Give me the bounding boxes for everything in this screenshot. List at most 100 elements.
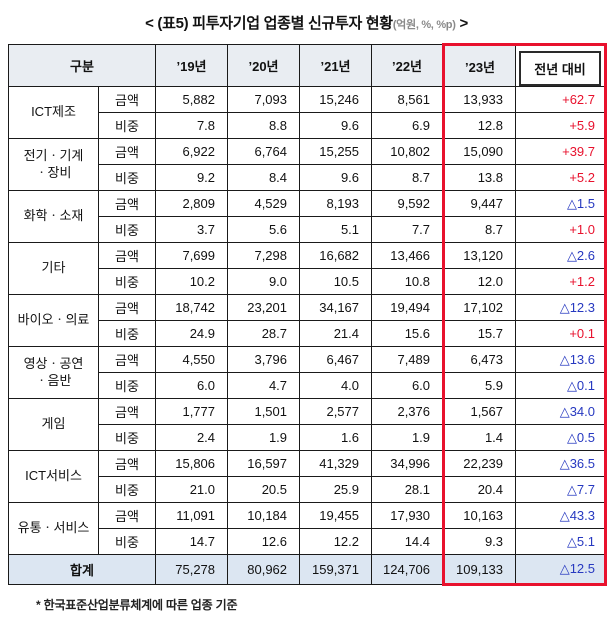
value-cell: 7.7 — [371, 216, 445, 243]
total-value-cell: 75,278 — [155, 554, 229, 585]
industry-name: 유통ㆍ서비스 — [8, 502, 99, 555]
value-cell: 12.2 — [299, 528, 373, 555]
data-row: 영상ㆍ공연 ㆍ음반 금액 4,550 3,796 6,467 7,489 6,473 △13.… — [8, 346, 608, 399]
value-cell: 24.9 — [155, 320, 229, 347]
value-cell: 6.0 — [371, 372, 445, 399]
footnote: * 한국표준산업분류체계에 따른 업종 기준 — [36, 598, 238, 612]
header-row: 구분 ’19년 ’20년 ’21년 ’22년 ’23년 전년 대비 — [7, 43, 608, 87]
value-cell: 5.1 — [299, 216, 373, 243]
metric-label: 비중 — [97, 528, 157, 555]
industry-name: 기타 — [8, 242, 99, 295]
yoy-value: △43.3 — [515, 502, 608, 529]
value-cell: 6.9 — [371, 112, 445, 139]
value-cell: 1,501 — [227, 398, 301, 425]
metric-label: 비중 — [97, 320, 157, 347]
industry-name: 바이오ㆍ의료 — [8, 294, 99, 347]
col-header-year-21: ’21년 — [299, 44, 373, 87]
total-value-cell: 159,371 — [299, 554, 373, 585]
yoy-value: △0.5 — [515, 424, 608, 451]
value-cell: 7,093 — [227, 86, 301, 113]
value-cell: 9.6 — [299, 112, 373, 139]
industry-name: ICT제조 — [8, 86, 99, 139]
total-value-cell: 109,133 — [442, 554, 517, 586]
value-cell: 1.6 — [299, 424, 373, 451]
value-cell: 9,447 — [442, 190, 517, 217]
yoy-value: +39.7 — [515, 138, 608, 165]
value-cell: 7,298 — [227, 242, 301, 269]
value-cell: 5.6 — [227, 216, 301, 243]
data-row: 비중 24.9 28.7 21.4 15.6 15.7 +0.1 — [9, 320, 608, 347]
value-cell: 1,777 — [155, 398, 229, 425]
value-cell: 5,882 — [155, 86, 229, 113]
value-cell: 7,489 — [371, 346, 445, 373]
value-cell: 10,163 — [442, 502, 517, 529]
value-cell: 16,682 — [299, 242, 373, 269]
page: < (표5) 피투자기업 업종별 신규투자 현황(억원, %, %p) > 구분… — [7, 12, 608, 612]
value-cell: 7,699 — [155, 242, 229, 269]
data-row: 비중 7.8 8.8 9.6 6.9 12.8 +5.9 — [9, 112, 608, 139]
table-body: ICT제조 금액 5,882 7,093 15,246 8,561 13,933 +62.7 비… — [7, 86, 608, 586]
value-cell: 8.7 — [371, 164, 445, 191]
value-cell: 4,550 — [155, 346, 229, 373]
value-cell: 9.3 — [442, 528, 517, 555]
value-cell: 1.9 — [371, 424, 445, 451]
value-cell: 5.9 — [442, 372, 517, 399]
industry-name: 영상ㆍ공연 ㆍ음반 — [8, 346, 99, 399]
yoy-value: △7.7 — [515, 476, 608, 503]
value-cell: 8,193 — [299, 190, 373, 217]
yoy-value: △12.3 — [515, 294, 608, 321]
value-cell: 12.0 — [442, 268, 517, 295]
metric-label: 금액 — [97, 502, 157, 529]
yoy-value: △1.5 — [515, 190, 608, 217]
value-cell: 1.9 — [227, 424, 301, 451]
metric-label: 금액 — [97, 346, 157, 373]
data-row: ICT서비스 금액 15,806 16,597 41,329 34,996 22,239 △3… — [8, 450, 608, 503]
yoy-value: +62.7 — [515, 86, 608, 113]
yoy-value: +0.1 — [515, 320, 608, 347]
industry-name: 게임 — [8, 398, 99, 451]
title-unit: (억원, %, %p) — [392, 19, 456, 31]
value-cell: 9.0 — [227, 268, 301, 295]
table-title: < (표5) 피투자기업 업종별 신규투자 현황(억원, %, %p) > — [8, 12, 605, 33]
value-cell: 10.8 — [371, 268, 445, 295]
yoy-value: +1.2 — [515, 268, 608, 295]
yoy-value: △0.1 — [515, 372, 608, 399]
value-cell: 14.7 — [155, 528, 229, 555]
value-cell: 10,802 — [371, 138, 445, 165]
value-cell: 8.4 — [227, 164, 301, 191]
value-cell: 12.8 — [442, 112, 517, 139]
value-cell: 21.0 — [155, 476, 229, 503]
value-cell: 14.4 — [371, 528, 445, 555]
value-cell: 4.7 — [227, 372, 301, 399]
value-cell: 2.4 — [155, 424, 229, 451]
value-cell: 8.7 — [442, 216, 517, 243]
metric-label: 비중 — [97, 476, 157, 503]
value-cell: 22,239 — [442, 450, 517, 477]
value-cell: 20.4 — [442, 476, 517, 503]
value-cell: 6,922 — [155, 138, 229, 165]
investment-table: 구분 ’19년 ’20년 ’21년 ’22년 ’23년 전년 대비 ICT제조 금… — [7, 43, 608, 586]
yoy-header-box: 전년 대비 — [519, 51, 602, 86]
yoy-value: △34.0 — [515, 398, 608, 425]
value-cell: 8.8 — [227, 112, 301, 139]
total-yoy-value: △12.5 — [515, 554, 608, 586]
value-cell: 2,577 — [299, 398, 373, 425]
value-cell: 28.1 — [371, 476, 445, 503]
value-cell: 10.2 — [155, 268, 229, 295]
yoy-value: △5.1 — [515, 528, 608, 555]
data-row: 바이오ㆍ의료 금액 18,742 23,201 34,167 19,494 17,102 △1… — [8, 294, 608, 347]
metric-label: 금액 — [97, 242, 157, 269]
data-row: ICT제조 금액 5,882 7,093 15,246 8,561 13,933 +62.7 — [8, 86, 608, 139]
value-cell: 7.8 — [155, 112, 229, 139]
metric-label: 금액 — [97, 190, 157, 217]
data-row: 유통ㆍ서비스 금액 11,091 10,184 19,455 17,930 10,163 △4… — [8, 502, 608, 555]
total-row: 합계 75,278 80,962 159,371 124,706 109,133 △12.5 — [7, 554, 608, 586]
metric-label: 금액 — [97, 86, 157, 113]
industry-name: 화학ㆍ소재 — [8, 190, 99, 243]
value-cell: 19,494 — [371, 294, 445, 321]
data-row: 비중 14.7 12.6 12.2 14.4 9.3 △5.1 — [9, 528, 608, 555]
metric-label: 금액 — [97, 450, 157, 477]
yoy-value: +5.2 — [515, 164, 608, 191]
metric-label: 비중 — [97, 268, 157, 295]
yoy-value: △36.5 — [515, 450, 608, 477]
